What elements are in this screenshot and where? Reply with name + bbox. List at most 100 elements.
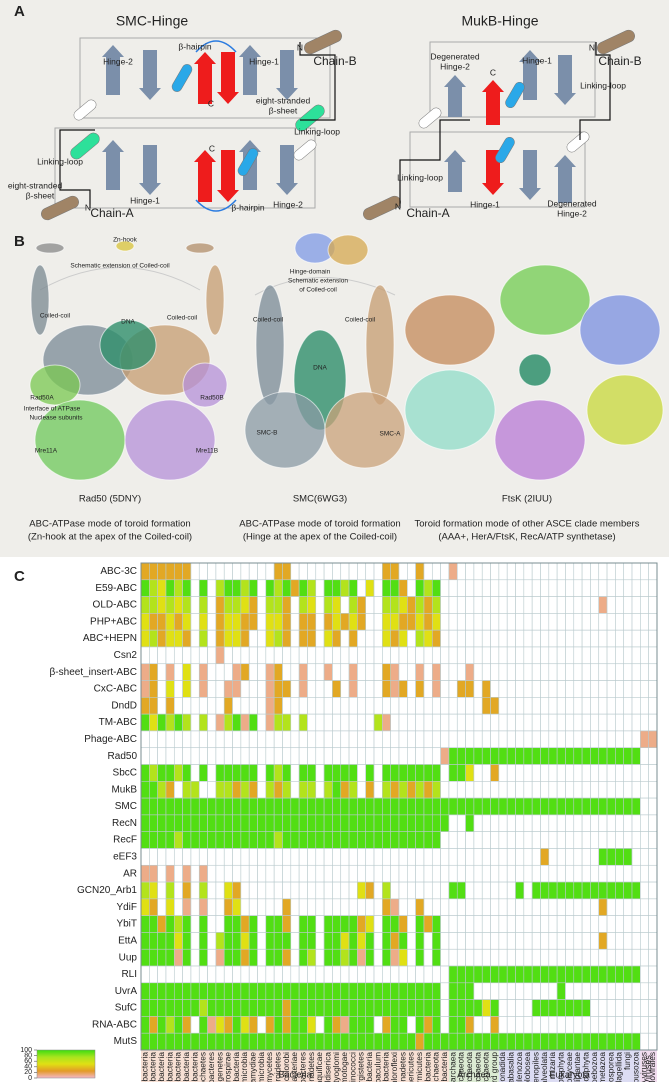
heatmap-cell bbox=[648, 663, 658, 681]
heatmap-cell bbox=[623, 864, 633, 883]
heatmap-cell bbox=[540, 613, 550, 631]
heatmap-cell bbox=[473, 898, 483, 916]
heatmap-cell bbox=[515, 814, 525, 832]
heatmap-cell bbox=[440, 915, 450, 933]
heatmap-cell bbox=[440, 747, 450, 765]
heatmap-cell bbox=[631, 579, 641, 597]
heatmap-cell bbox=[606, 999, 616, 1017]
heatmap-cell bbox=[590, 713, 600, 732]
heatmap-cell bbox=[223, 1032, 233, 1051]
heatmap-cell bbox=[215, 982, 225, 1000]
heatmap-cell bbox=[515, 663, 525, 681]
heatmap-cell bbox=[515, 730, 525, 749]
heatmap-cell bbox=[157, 1032, 167, 1051]
heatmap-cell bbox=[173, 932, 183, 950]
heatmap-cell bbox=[448, 579, 458, 597]
heatmap-cell bbox=[515, 898, 525, 916]
heatmap-cell bbox=[307, 613, 317, 631]
heatmap-cell bbox=[315, 730, 325, 749]
heatmap-cell bbox=[340, 915, 350, 933]
heatmap-cell bbox=[232, 932, 242, 950]
heatmap-cell bbox=[157, 814, 167, 832]
heatmap-cell bbox=[365, 613, 375, 631]
heatmap-cell bbox=[398, 579, 408, 597]
heatmap-cell bbox=[398, 915, 408, 933]
heatmap-cell bbox=[431, 898, 441, 916]
heatmap-cell bbox=[423, 1016, 433, 1034]
heatmap-cell bbox=[390, 982, 400, 1000]
heatmap-cell bbox=[323, 646, 333, 665]
heatmap-cell bbox=[506, 965, 516, 984]
heatmap-cell bbox=[323, 629, 333, 648]
heatmap-cell bbox=[332, 948, 342, 967]
heatmap-cell bbox=[157, 948, 167, 967]
heatmap-cell bbox=[323, 797, 333, 816]
heatmap-cell bbox=[232, 982, 242, 1000]
heatmap-cell bbox=[506, 831, 516, 849]
heatmap-cell bbox=[448, 713, 458, 732]
heatmap-cell bbox=[248, 881, 258, 900]
heatmap-cell bbox=[598, 713, 608, 732]
heatmap-cell bbox=[423, 713, 433, 732]
annotation: Schematic extension bbox=[288, 278, 348, 285]
heatmap-cell bbox=[448, 1032, 458, 1051]
heatmap-cell bbox=[298, 915, 308, 933]
heatmap-cell bbox=[515, 831, 525, 849]
loop-outline bbox=[79, 37, 331, 119]
heatmap-cell bbox=[382, 596, 391, 614]
heatmap-cell bbox=[282, 764, 292, 782]
heatmap-cell bbox=[648, 1016, 658, 1034]
heatmap-cell bbox=[565, 1032, 575, 1051]
heatmap-cell bbox=[415, 579, 425, 597]
heatmap-cell bbox=[456, 797, 466, 816]
heatmap-cell bbox=[298, 898, 308, 916]
heatmap-cell bbox=[623, 898, 633, 916]
heatmap-cell bbox=[223, 747, 233, 765]
heatmap-cell bbox=[523, 864, 533, 883]
heatmap-cell bbox=[198, 697, 208, 715]
heatmap-cell bbox=[523, 697, 533, 715]
heatmap-cell bbox=[348, 613, 358, 631]
heatmap-cell bbox=[232, 1032, 242, 1051]
heatmap-cell bbox=[149, 1032, 158, 1051]
heatmap-cell bbox=[348, 1032, 358, 1051]
heatmap-cell bbox=[523, 898, 533, 916]
annotation: N bbox=[297, 42, 303, 52]
heatmap-cell bbox=[631, 999, 641, 1017]
heatmap-cell bbox=[290, 948, 300, 967]
heatmap-cell bbox=[198, 579, 208, 597]
heatmap-cell bbox=[631, 629, 641, 648]
heatmap-cell bbox=[556, 713, 566, 732]
heatmap-cell bbox=[298, 932, 308, 950]
heatmap-cell bbox=[182, 629, 192, 648]
heatmap-cell bbox=[506, 613, 516, 631]
heatmap-cell bbox=[190, 713, 200, 732]
heatmap-cell bbox=[515, 579, 525, 597]
heatmap-cell bbox=[157, 781, 167, 799]
heatmap-cell bbox=[390, 898, 400, 916]
heatmap-cell bbox=[440, 596, 450, 614]
heatmap-cell bbox=[365, 898, 375, 916]
heatmap-cell bbox=[207, 680, 217, 698]
heatmap-cell bbox=[340, 646, 350, 665]
heatmap-cell bbox=[515, 562, 525, 581]
heatmap-cell bbox=[307, 1016, 317, 1034]
heatmap-cell bbox=[415, 613, 425, 631]
heatmap-cell bbox=[223, 965, 233, 984]
beta-strand bbox=[444, 150, 466, 192]
heatmap-cell bbox=[465, 781, 475, 799]
heatmap-cell bbox=[273, 965, 283, 984]
heatmap-cell bbox=[498, 596, 508, 614]
heatmap-cell bbox=[232, 697, 242, 715]
heatmap-cell bbox=[223, 831, 233, 849]
heatmap-cell bbox=[140, 646, 150, 665]
heatmap-cell bbox=[556, 999, 566, 1017]
heatmap-cell bbox=[198, 982, 208, 1000]
heatmap-cell bbox=[523, 965, 533, 984]
heatmap-cell bbox=[382, 646, 391, 665]
heatmap-cell bbox=[298, 764, 308, 782]
column-label: verrucomicrobia bbox=[239, 1052, 249, 1082]
heatmap-cell bbox=[265, 697, 275, 715]
heatmap-cell bbox=[565, 646, 575, 665]
heatmap-cell bbox=[615, 579, 625, 597]
